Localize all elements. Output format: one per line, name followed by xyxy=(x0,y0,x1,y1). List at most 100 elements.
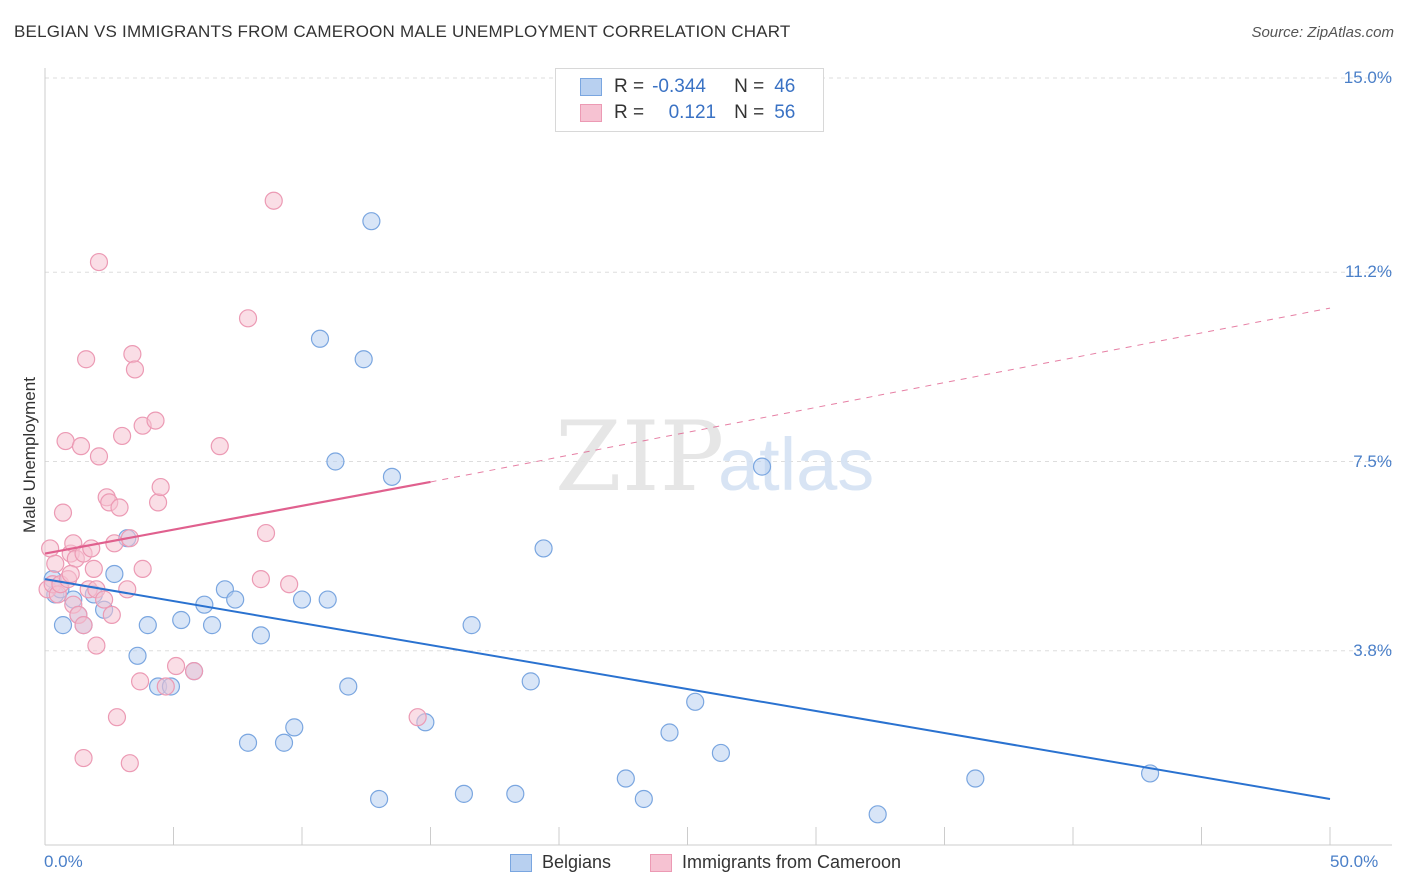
cameroon-swatch xyxy=(580,104,602,122)
belgians-point xyxy=(128,646,147,665)
belgians-point xyxy=(506,784,525,803)
belgians-point xyxy=(105,564,124,584)
n-label: N = xyxy=(734,102,765,123)
x-tick-max: 50.0% xyxy=(1330,852,1379,871)
cameroon-point xyxy=(89,252,109,272)
legend-item-cameroon: Immigrants from Cameroon xyxy=(650,852,901,873)
belgians-trend-line xyxy=(44,578,1331,800)
belgians-point xyxy=(454,784,474,803)
cameroon-point xyxy=(89,447,109,466)
r-label: R = xyxy=(614,76,645,97)
belgians-point xyxy=(274,733,294,752)
cameroon-point xyxy=(151,477,170,497)
stats-row-belgians: R = -0.344 N = 46 xyxy=(580,75,795,99)
belgians-point xyxy=(521,672,540,691)
belgians-point xyxy=(660,723,679,742)
cameroon-trend-extension xyxy=(430,307,1331,483)
n-value-cameroon: 56 xyxy=(774,102,796,123)
stats-legend: R = -0.344 N = 46 R = 0.121 N = 56 xyxy=(555,68,824,132)
belgians-point xyxy=(202,616,222,635)
belgians-point xyxy=(686,692,705,711)
cameroon-point xyxy=(71,437,91,456)
n-value-belgians: 46 xyxy=(774,76,796,97)
cameroon-trend-line xyxy=(44,480,431,555)
r-label: R = xyxy=(614,102,645,123)
cameroon-point xyxy=(238,309,258,328)
watermark: ZIP atlas xyxy=(555,401,874,513)
cameroon-points xyxy=(38,191,427,773)
belgians-point xyxy=(370,789,389,809)
belgians-swatch xyxy=(580,78,602,96)
cameroon-point xyxy=(56,431,75,451)
belgians-point xyxy=(711,743,731,763)
cameroon-point xyxy=(120,754,139,773)
belgians-point xyxy=(966,769,985,788)
watermark-atlas: atlas xyxy=(718,423,874,506)
cameroon-point xyxy=(408,708,427,727)
belgians-point xyxy=(326,452,345,471)
belgians-point xyxy=(318,590,337,609)
cameroon-point xyxy=(148,493,168,512)
belgians-point xyxy=(292,590,312,609)
cameroon-point xyxy=(133,559,152,578)
r-value-belgians: -0.344 xyxy=(652,76,706,97)
cameroon-point xyxy=(77,350,96,369)
cameroon-point xyxy=(53,503,73,522)
cameroon-point xyxy=(280,575,299,594)
cameroon-point xyxy=(210,437,229,456)
stats-row-cameroon: R = 0.121 N = 56 xyxy=(580,101,795,125)
trend-lines xyxy=(44,307,1331,800)
cameroon-point xyxy=(46,554,65,573)
legend-item-belgians: Belgians xyxy=(510,852,611,873)
cameroon-point xyxy=(84,559,103,578)
belgians-point xyxy=(310,329,330,348)
cameroon-point xyxy=(110,498,129,517)
legend-label-cameroon: Immigrants from Cameroon xyxy=(682,852,902,872)
watermark-zip: ZIP xyxy=(555,401,724,513)
belgians-point xyxy=(172,610,191,630)
cameroon-point xyxy=(184,662,204,681)
cameroon-point xyxy=(256,523,276,543)
legend-swatch-cameroon xyxy=(650,853,672,872)
cameroon-point xyxy=(264,191,283,210)
cameroon-point xyxy=(166,656,186,676)
cameroon-point xyxy=(112,426,132,446)
axes xyxy=(44,68,1392,846)
cameroon-point xyxy=(118,580,137,599)
legend-label-belgians: Belgians xyxy=(542,852,612,872)
belgians-point xyxy=(238,733,258,752)
cameroon-point xyxy=(107,708,127,727)
cameroon-point xyxy=(130,672,150,691)
belgians-points xyxy=(43,212,1160,824)
source-label: Source: ZipAtlas.com xyxy=(1251,24,1394,41)
belgians-point xyxy=(226,590,245,609)
cameroon-point xyxy=(251,570,270,589)
cameroon-point xyxy=(146,411,165,430)
cameroon-point xyxy=(105,534,124,553)
cameroon-point xyxy=(123,345,142,364)
belgians-point xyxy=(868,805,887,824)
chart-title: BELGIAN VS IMMIGRANTS FROM CAMEROON MALE… xyxy=(14,22,791,41)
belgians-point xyxy=(752,457,772,476)
cameroon-point xyxy=(156,677,175,696)
cameroon-point xyxy=(61,564,80,584)
y-tick-label: 7.5% xyxy=(1353,451,1392,471)
y-tick-label: 15.0% xyxy=(1343,68,1392,87)
cameroon-point xyxy=(125,360,145,379)
cameroon-point xyxy=(82,539,101,558)
y-tick-label: 11.2% xyxy=(1345,262,1392,282)
x-tick-min: 0.0% xyxy=(44,852,83,871)
belgians-point xyxy=(616,769,635,788)
belgians-point xyxy=(462,616,481,635)
y-tick-label: 3.8% xyxy=(1353,640,1392,660)
cameroon-point xyxy=(87,636,106,655)
belgians-point xyxy=(53,616,73,635)
cameroon-point xyxy=(41,539,60,558)
belgians-point xyxy=(382,467,402,486)
belgians-point xyxy=(354,350,373,369)
belgians-point xyxy=(634,789,653,809)
belgians-point xyxy=(339,677,358,696)
n-label: N = xyxy=(734,76,765,97)
cameroon-point xyxy=(102,605,121,625)
